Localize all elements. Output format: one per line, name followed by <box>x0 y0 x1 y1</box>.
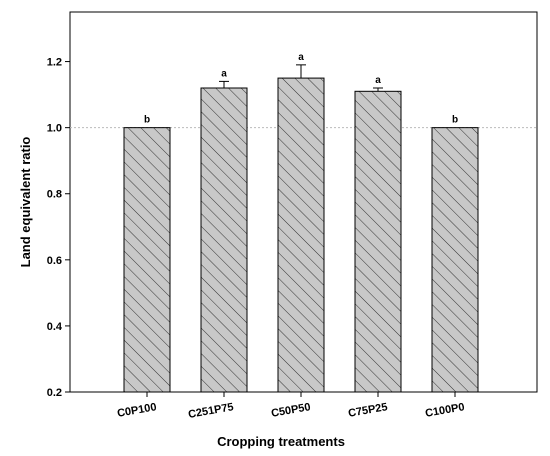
bar-C100P0 <box>431 127 479 393</box>
x-tick-label-C75P25: C75P25 <box>347 401 388 420</box>
y-tick-label: 0.4 <box>47 321 63 333</box>
bar-C251P75 <box>200 87 248 393</box>
y-tick-label: 1.2 <box>47 57 62 69</box>
y-tick-label: 0.8 <box>47 189 62 201</box>
bar-C0P100 <box>123 127 171 393</box>
y-tick-label: 0.2 <box>47 387 62 399</box>
y-axis-title: Land equivalent ratio <box>18 137 33 268</box>
significance-letter-C50P50: a <box>298 52 304 63</box>
significance-label-group: b a a a b <box>144 52 458 126</box>
bar-C50P50 <box>277 77 325 393</box>
x-tick-label-C100P0: C100P0 <box>424 401 465 420</box>
error-bar-group <box>219 64 383 92</box>
significance-letter-C0P100: b <box>144 115 150 126</box>
x-axis-title: Cropping treatments <box>217 434 345 449</box>
x-tick-label-C251P75: C251P75 <box>187 401 234 421</box>
bar-C75P25 <box>354 90 402 393</box>
significance-letter-C75P25: a <box>375 75 381 86</box>
significance-letter-C251P75: a <box>221 68 227 79</box>
y-tick-label: 0.6 <box>47 255 62 267</box>
x-tick-label-C50P50: C50P50 <box>270 401 311 420</box>
bar-group <box>123 77 479 393</box>
significance-letter-C100P0: b <box>452 115 458 126</box>
y-axis-ticks: 0.2 0.4 0.6 0.8 1.0 1.2 <box>47 57 70 399</box>
x-tick-label-C0P100: C0P100 <box>116 401 157 420</box>
y-tick-label: 1.0 <box>47 123 62 135</box>
x-axis-ticks: C0P100 C251P75 C50P50 C75P25 C100P0 <box>116 392 466 421</box>
